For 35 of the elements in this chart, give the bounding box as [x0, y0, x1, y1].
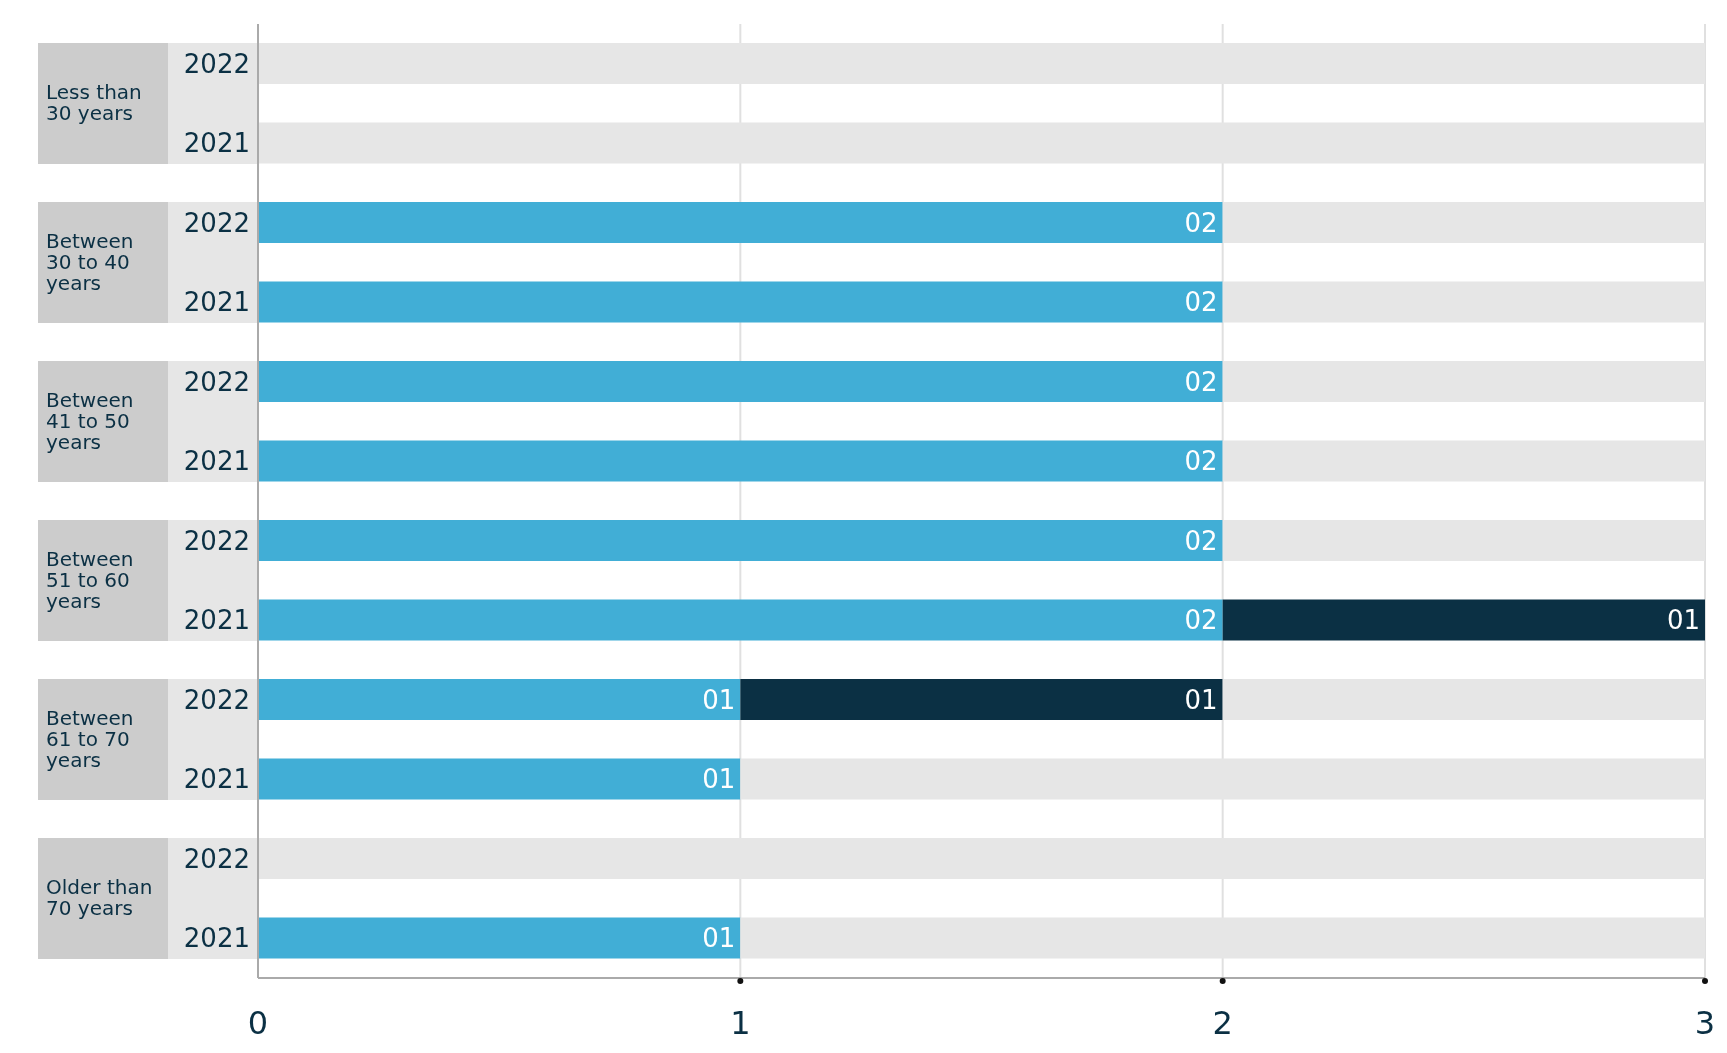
y-tick-label: 2021 [183, 764, 250, 795]
data-label: 02 [1184, 207, 1218, 238]
text: Older than 70 years [38, 838, 168, 959]
data-label: 01 [1184, 684, 1218, 715]
text: Between 51 to 60 years [38, 520, 168, 641]
x-tick-label: 2 [1212, 1004, 1233, 1042]
text: Less than 30 years [38, 43, 168, 164]
data-label: 02 [1184, 287, 1218, 318]
text: Between 61 to 70 years [38, 679, 168, 800]
x-tick-label: 1 [730, 1004, 751, 1042]
x-tick-label: 0 [247, 1004, 269, 1042]
bar [740, 679, 1223, 720]
y-tick-label: 2021 [183, 128, 250, 159]
bar [1222, 599, 1705, 641]
x-tick-label: 3 [1694, 1004, 1716, 1042]
data-label: 02 [1184, 446, 1218, 477]
data-label: 01 [702, 684, 736, 715]
y-tick-label: 2022 [183, 525, 250, 556]
y-tick-label: 2021 [183, 605, 250, 636]
y-tick-label: 2022 [183, 843, 250, 874]
y-tick-label: 2022 [183, 48, 250, 79]
y-tick-label: 2022 [183, 684, 250, 715]
y-tick-label: 2022 [183, 207, 250, 238]
text: Between 30 to 40 years [38, 202, 168, 323]
data-label: 02 [1184, 605, 1218, 636]
text: Between 41 to 50 years [38, 361, 168, 482]
y-tick-label: 2021 [183, 446, 250, 477]
y-tick-label: 2021 [183, 287, 250, 318]
data-label: 01 [1666, 605, 1700, 636]
data-label: 01 [702, 923, 736, 954]
y-tick-label: 2022 [183, 366, 250, 397]
y-tick-label: 2021 [183, 923, 250, 954]
data-label: 02 [1184, 366, 1218, 397]
data-label: 01 [702, 764, 736, 795]
data-label: 02 [1184, 525, 1218, 556]
